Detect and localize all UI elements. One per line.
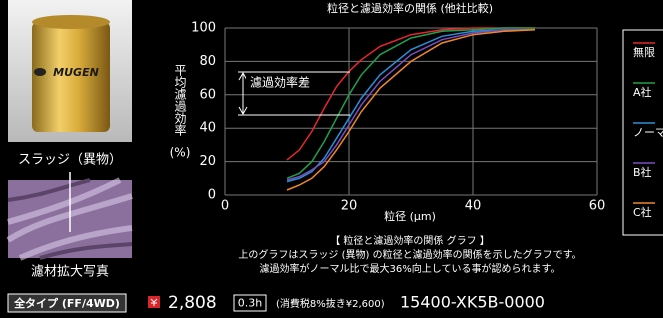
caption-line: 上のグラフはスラッジ (異物) の粒径と濾過効率の関係を示したグラフです。 [238, 248, 581, 261]
legend-label: A社 [633, 85, 652, 99]
brand: MUGEN [53, 66, 99, 79]
hours: 0.3h [238, 297, 262, 310]
y-tick-label: 20 [199, 154, 216, 169]
legend-label: B社 [633, 165, 652, 179]
caption-line: 濾過効率がノーマル比で最大36%向上している事が認められます。 [260, 262, 561, 275]
caption-heading: 【 粒径と濾過効率の関係 グラフ 】 [330, 234, 490, 247]
y-axis-unit: (%) [170, 146, 191, 160]
series-line [287, 30, 535, 182]
y-tick-label: 40 [199, 121, 216, 136]
annotation-text: 濾過効率差 [250, 75, 310, 90]
legend: 無限 A社ノーマル B社 C社 [623, 30, 663, 235]
y-tick-label: 100 [191, 21, 216, 36]
y-tick-label: 80 [199, 54, 216, 69]
x-tick-label: 40 [465, 199, 482, 214]
chart-title: 粒径と濾過効率の関係 (他社比較) [327, 1, 493, 15]
price: 2,808 [168, 293, 217, 313]
tax-note: (消費税8%抜き¥2,600) [276, 297, 385, 310]
x-tick-label: 60 [589, 199, 606, 214]
plot: 0 20 40 60 80 100 0 20 40 60 [191, 21, 605, 214]
y-tick-label: 60 [199, 87, 216, 102]
page: MUGEN スラッジ（異物） 濾材拡大写真 粒径と濾過効率の関係 (他社比較) … [0, 0, 663, 318]
y-tick-label: 0 [208, 188, 216, 203]
series-line [287, 30, 535, 190]
page-canvas: MUGEN スラッジ（異物） 濾材拡大写真 粒径と濾過効率の関係 (他社比較) … [0, 0, 663, 318]
legend-label: ノーマル [633, 126, 663, 139]
x-tick-label: 20 [341, 199, 358, 214]
x-tick-label: 0 [221, 199, 229, 214]
product-photo: MUGEN [8, 0, 132, 142]
y-axis-label: 平均濾過効率 [173, 64, 187, 136]
legend-label: 無限 [633, 45, 655, 59]
x-axis-label: 粒径 (μm) [384, 209, 436, 223]
type: 全タイプ (FF/4WD) [13, 296, 120, 310]
photo-label: 濾材拡大写真 [31, 265, 109, 280]
legend-label: C社 [633, 205, 652, 219]
sludge-label: スラッジ（異物） [18, 153, 122, 168]
microscope-photo [8, 172, 132, 258]
spec-row: 全タイプ (FF/4WD) 2,808 0.3h (消費税8%抜き¥2,600)… [8, 293, 545, 314]
part-number: 15400-XK5B-0000 [400, 293, 545, 312]
